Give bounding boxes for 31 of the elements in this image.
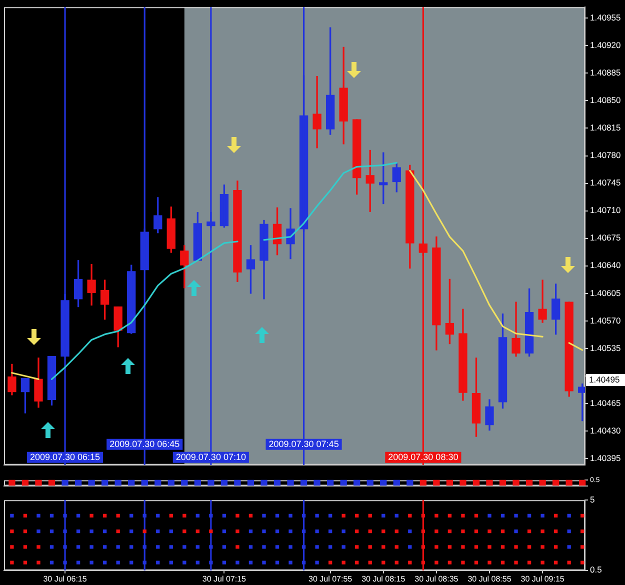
y-tick-label: 1.40535 bbox=[590, 342, 621, 353]
y-tick-label: 1.40920 bbox=[590, 40, 621, 50]
y-tick-label: 5 bbox=[590, 494, 595, 504]
y-tick-label: 1.40675 bbox=[590, 232, 621, 243]
y-tick-label: 1.40605 bbox=[590, 288, 621, 298]
y-tick-label: 1.40815 bbox=[590, 122, 621, 133]
y-tick-label: 1.40885 bbox=[590, 68, 621, 78]
x-tick-label: 30 Jul 08:35 bbox=[414, 574, 459, 584]
y-tick-label: 1.40395 bbox=[590, 452, 621, 463]
ref-line-label: 2009.07.30 07:45 bbox=[268, 438, 339, 449]
ref-line-label: 2009.07.30 06:15 bbox=[30, 452, 100, 462]
y-tick-label: 1.40780 bbox=[590, 150, 621, 160]
y-tick-label: 1.40465 bbox=[590, 398, 621, 408]
y-tick-label: 1.40710 bbox=[590, 205, 621, 216]
y-tick-label: 1.40850 bbox=[590, 95, 621, 106]
y-tick-label: 1.40570 bbox=[590, 315, 621, 326]
x-tick-label: 30 Jul 06:15 bbox=[43, 574, 88, 584]
y-tick-label: 1.40955 bbox=[590, 12, 621, 22]
x-tick-label: 30 Jul 08:15 bbox=[362, 574, 406, 584]
x-tick-label: 30 Jul 08:55 bbox=[468, 574, 512, 584]
ref-line-label: 2009.07.30 08:30 bbox=[388, 452, 458, 462]
y-tick-label: 1.40745 bbox=[590, 178, 621, 188]
x-tick-label: 30 Jul 07:15 bbox=[202, 574, 247, 584]
y-tick-label: 1.40640 bbox=[590, 260, 621, 270]
ref-line-label: 2009.07.30 07:10 bbox=[176, 452, 246, 462]
y-tick-label: 0.5 bbox=[590, 564, 602, 575]
annotation: 1.40495 bbox=[589, 374, 620, 384]
x-tick-label: 30 Jul 07:55 bbox=[308, 574, 353, 584]
x-tick-label: 30 Jul 09:15 bbox=[520, 574, 565, 584]
y-tick-label: 1.40430 bbox=[590, 425, 621, 436]
ref-line-label: 2009.07.30 06:45 bbox=[110, 438, 180, 449]
